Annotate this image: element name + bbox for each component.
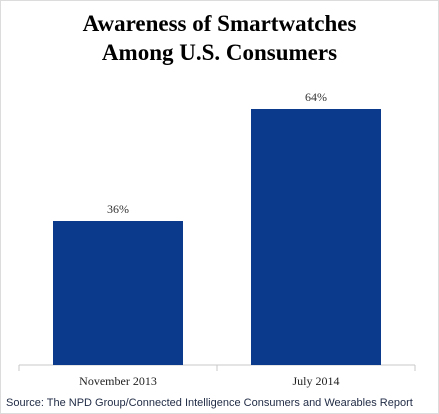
category-label-2: July 2014: [292, 374, 339, 388]
bar-2: [251, 109, 381, 365]
source-note: Source: The NPD Group/Connected Intellig…: [6, 397, 413, 409]
bar-1: [53, 221, 183, 365]
category-label-1: November 2013: [79, 374, 157, 388]
bar-value-label-1: 36%: [107, 202, 129, 216]
bar-value-label-2: 64%: [305, 90, 327, 104]
chart-title: Awareness of Smartwatches Among U.S. Con…: [1, 9, 438, 67]
chart-title-line-1: Awareness of Smartwatches: [82, 11, 357, 36]
chart-title-line-2: Among U.S. Consumers: [101, 40, 338, 65]
